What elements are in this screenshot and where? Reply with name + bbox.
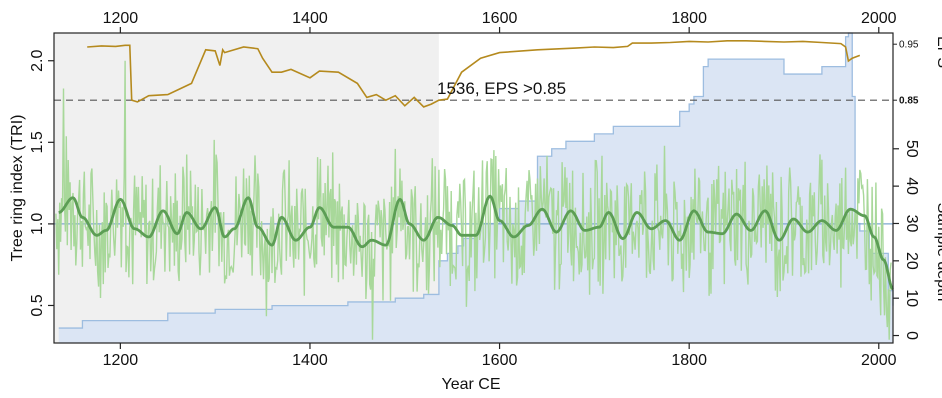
top-x-tick-label: 2000: [861, 10, 897, 27]
x-tick-label: 2000: [861, 352, 897, 369]
right-axis-title-sample-depth: Sample depth: [934, 203, 942, 302]
spline-series-line: [58, 194, 894, 291]
top-x-tick-label: 1800: [671, 10, 707, 27]
sample-depth-line: [58, 32, 894, 329]
y-tick-label: 1.0: [29, 213, 46, 235]
top-x-tick-label: 1600: [482, 10, 518, 27]
top-x-tick-label: 1200: [103, 10, 139, 27]
tri-series-line: [55, 60, 892, 340]
sample-depth-tick-label: 20: [903, 252, 920, 270]
x-tick-label: 1600: [482, 352, 518, 369]
sample-depth-tick-label: 50: [903, 140, 920, 158]
x-tick-label: 1200: [103, 352, 139, 369]
plot-frame: [53, 32, 894, 344]
sample-depth-tick-label: 10: [903, 289, 920, 307]
eps-tick-label: 0.95: [899, 40, 919, 51]
eps-tick-label: 0.85: [899, 96, 919, 107]
y-tick-label: 2.0: [29, 50, 46, 72]
y-axis-title: Tree ring index (TRI): [9, 115, 26, 262]
right-axis-title-eps: EPS: [934, 36, 942, 68]
sample-depth-tick-label: 30: [903, 215, 920, 233]
top-x-tick-label: 1400: [292, 10, 328, 27]
eps-threshold-annotation: 1536, EPS >0.85: [437, 79, 566, 98]
eps-series-line: [87, 40, 861, 108]
y-tick-label: 0.5: [29, 294, 46, 316]
sample-depth-tick-label: 40: [903, 177, 920, 195]
x-tick-label: 1800: [671, 352, 707, 369]
x-tick-label: 1400: [292, 352, 328, 369]
sample-depth-tick-label: 0: [903, 331, 920, 340]
y-tick-label: 1.5: [29, 131, 46, 153]
x-axis-title: Year CE: [442, 376, 501, 393]
